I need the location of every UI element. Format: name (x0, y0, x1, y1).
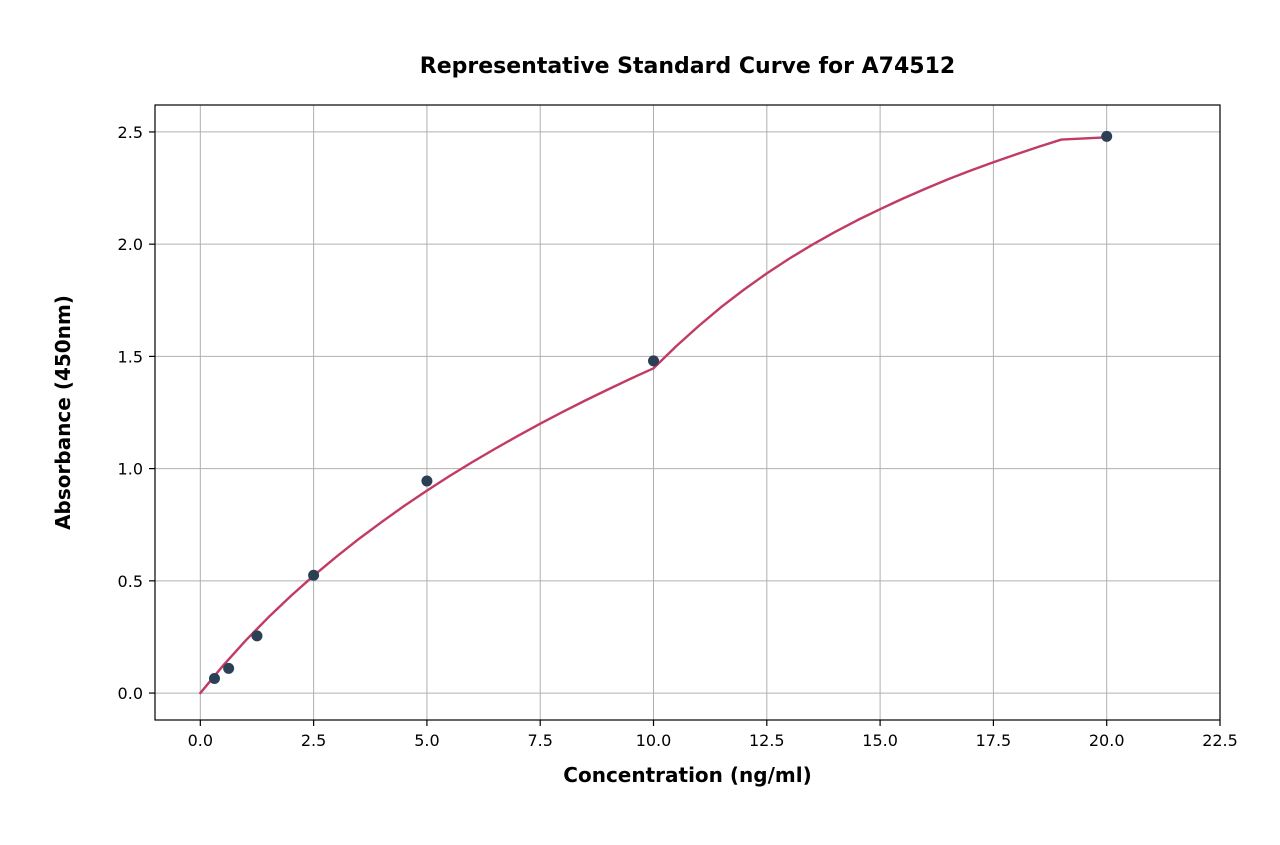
x-tick-label: 17.5 (976, 731, 1012, 750)
data-point (1101, 131, 1112, 142)
chart-container: 0.0 2.5 5.0 7.5 10.0 12.5 15.0 17.5 20.0 22.5 0.0 0… (0, 0, 1280, 845)
chart-title: Representative Standard Curve for A74512 (420, 54, 955, 79)
x-axis-label: Concentration (ng/ml) (563, 763, 811, 787)
data-point (308, 570, 319, 581)
y-tick-label: 2.5 (118, 123, 143, 142)
x-tick-label: 7.5 (527, 731, 552, 750)
x-tick-label: 10.0 (636, 731, 672, 750)
x-tick-label: 2.5 (301, 731, 326, 750)
data-point (648, 355, 659, 366)
x-tick-label: 12.5 (749, 731, 785, 750)
data-point (209, 673, 220, 684)
x-tick-label: 0.0 (188, 731, 213, 750)
y-tick-label: 0.0 (118, 684, 143, 703)
y-tick-label: 1.5 (118, 347, 143, 366)
standard-curve-chart: 0.0 2.5 5.0 7.5 10.0 12.5 15.0 17.5 20.0 22.5 0.0 0… (0, 0, 1280, 845)
data-point (251, 630, 262, 641)
y-tick-label: 2.0 (118, 235, 143, 254)
x-tick-label: 20.0 (1089, 731, 1125, 750)
chart-background (0, 0, 1280, 845)
x-tick-label: 15.0 (862, 731, 898, 750)
x-tick-label: 5.0 (414, 731, 439, 750)
data-point (421, 475, 432, 486)
y-tick-label: 1.0 (118, 460, 143, 479)
y-tick-label: 0.5 (118, 572, 143, 591)
y-axis-label: Absorbance (450nm) (51, 295, 75, 530)
x-tick-label: 22.5 (1202, 731, 1238, 750)
data-point (223, 663, 234, 674)
